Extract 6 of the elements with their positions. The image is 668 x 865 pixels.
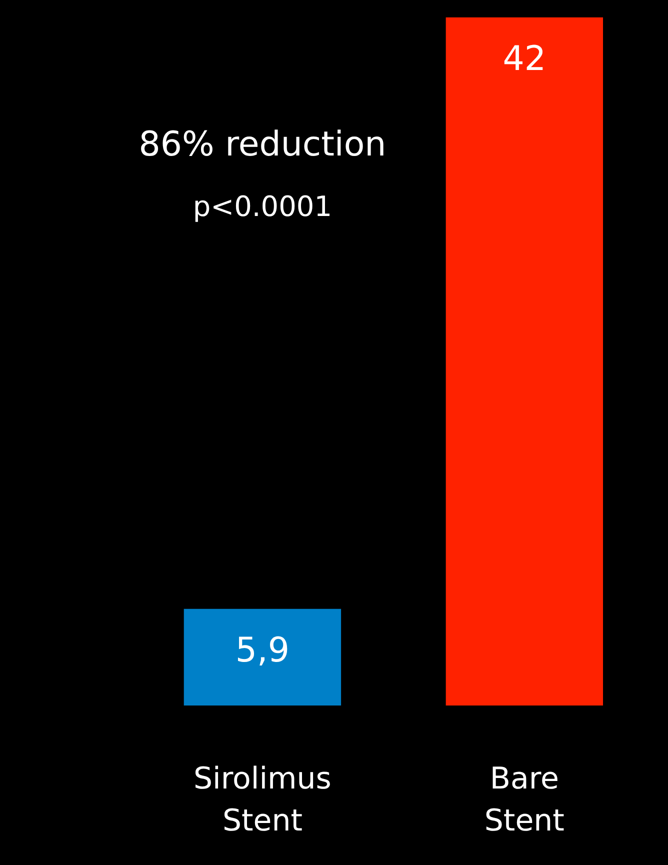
x-tick-label: Bare Stent [484,762,565,838]
data-label: 5,9 [235,630,290,670]
annotation: p<0.0001 [192,190,332,224]
x-tick-label: Sirolimus Stent [193,762,332,838]
data-label: 42 [502,38,546,79]
annotation: 86% reduction [138,124,386,165]
